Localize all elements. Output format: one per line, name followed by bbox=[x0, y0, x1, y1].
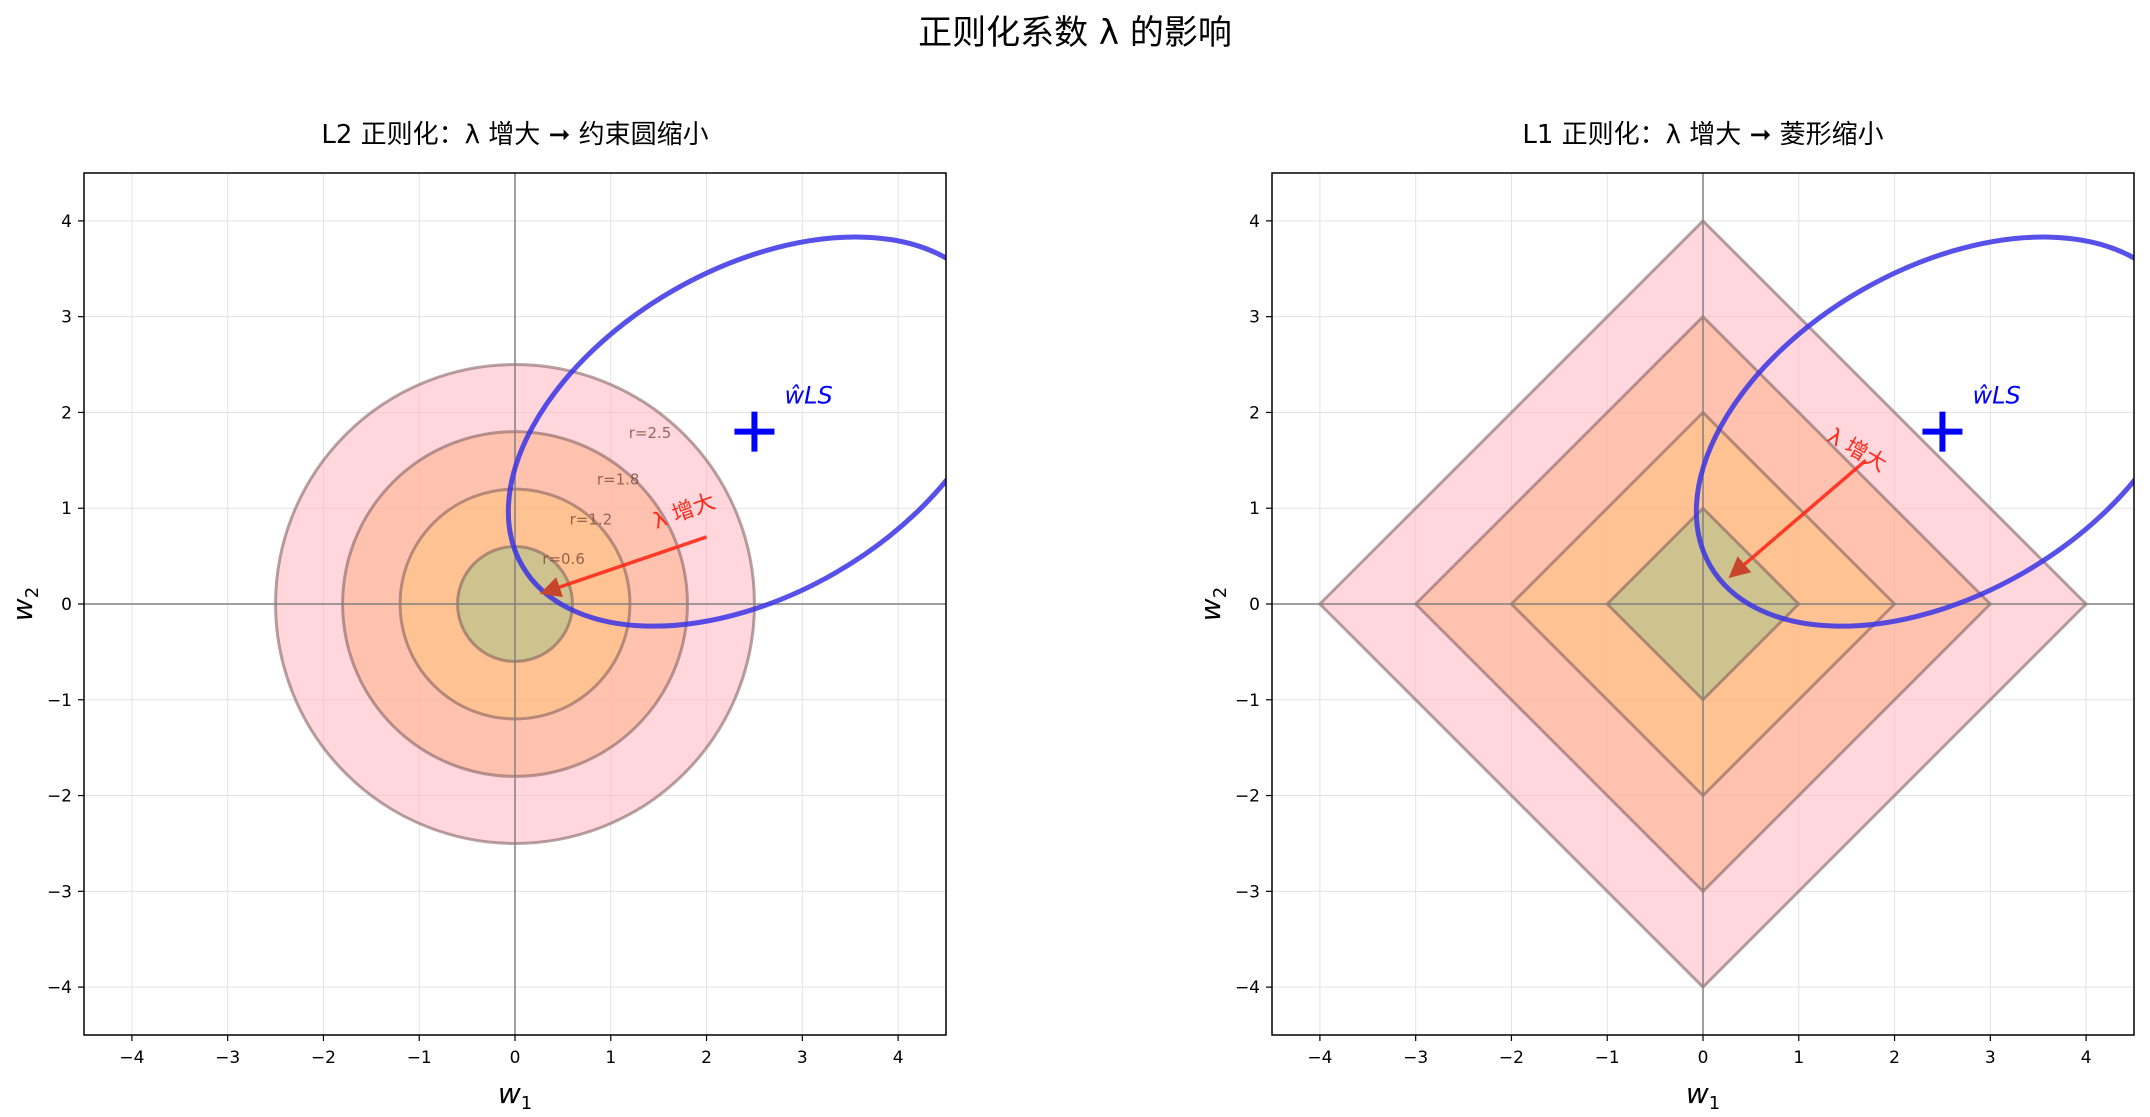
y-tick-label: 0 bbox=[1249, 595, 1260, 615]
x-axis-label: w1 bbox=[1686, 1077, 1720, 1114]
y-tick-label: 4 bbox=[1249, 212, 1260, 232]
x-tick-label: 3 bbox=[797, 1048, 808, 1068]
y-tick-label: 2 bbox=[61, 403, 72, 423]
y-tick-label: −4 bbox=[47, 978, 72, 998]
x-tick-label: 3 bbox=[1985, 1048, 1996, 1068]
y-tick-label: −2 bbox=[47, 787, 72, 807]
y-axis-label: w2 bbox=[6, 587, 43, 621]
radius-label: r=0.6 bbox=[542, 550, 585, 568]
radius-label: r=2.5 bbox=[629, 424, 672, 442]
y-axis-label: w2 bbox=[1194, 587, 1231, 621]
y-tick-label: 1 bbox=[61, 499, 72, 519]
y-tick-label: −1 bbox=[1235, 691, 1260, 711]
radius-label: r=1.8 bbox=[597, 471, 640, 489]
lambda-arrow bbox=[539, 535, 708, 598]
x-tick-label: −2 bbox=[311, 1048, 336, 1068]
figure-suptitle: 正则化系数 λ 的影响 bbox=[918, 13, 1232, 53]
loss-contour-ellipse bbox=[505, 234, 946, 629]
y-tick-label: 1 bbox=[1249, 499, 1260, 519]
panel-title: L1 正则化：λ 增大 ➞ 菱形缩小 bbox=[1522, 120, 1883, 150]
x-tick-label: 4 bbox=[893, 1048, 904, 1068]
radius-label: r=1.2 bbox=[570, 510, 613, 528]
x-tick-label: −4 bbox=[1307, 1048, 1332, 1068]
y-tick-label: −4 bbox=[1235, 978, 1260, 998]
x-tick-label: 1 bbox=[1793, 1048, 1804, 1068]
x-tick-label: 2 bbox=[701, 1048, 712, 1068]
y-tick-label: 3 bbox=[61, 308, 72, 328]
x-tick-label: −2 bbox=[1499, 1048, 1524, 1068]
x-tick-label: −3 bbox=[1403, 1048, 1428, 1068]
x-tick-label: 2 bbox=[1889, 1048, 1900, 1068]
y-tick-label: 0 bbox=[61, 595, 72, 615]
y-tick-label: 3 bbox=[1249, 308, 1260, 328]
y-tick-label: −1 bbox=[47, 691, 72, 711]
x-tick-label: −1 bbox=[1595, 1048, 1620, 1068]
loss-contour-ellipse bbox=[1693, 234, 2134, 629]
lambda-arrow bbox=[1728, 459, 1867, 578]
x-tick-label: 0 bbox=[510, 1048, 521, 1068]
x-tick-label: −1 bbox=[407, 1048, 432, 1068]
y-tick-label: −3 bbox=[1235, 882, 1260, 902]
x-tick-label: −4 bbox=[119, 1048, 144, 1068]
y-tick-label: 2 bbox=[1249, 403, 1260, 423]
x-tick-label: 1 bbox=[605, 1048, 616, 1068]
ls-estimate-label: ŵLS bbox=[1972, 382, 2020, 410]
panel-title: L2 正则化：λ 增大 ➞ 约束圆缩小 bbox=[321, 120, 708, 150]
x-tick-label: 0 bbox=[1698, 1048, 1709, 1068]
ls-estimate-label: ŵLS bbox=[784, 382, 832, 410]
x-axis-label: w1 bbox=[498, 1077, 532, 1114]
x-tick-label: −3 bbox=[215, 1048, 240, 1068]
y-tick-label: −3 bbox=[47, 882, 72, 902]
x-tick-label: 4 bbox=[2081, 1048, 2092, 1068]
y-tick-label: −2 bbox=[1235, 787, 1260, 807]
y-tick-label: 4 bbox=[61, 212, 72, 232]
